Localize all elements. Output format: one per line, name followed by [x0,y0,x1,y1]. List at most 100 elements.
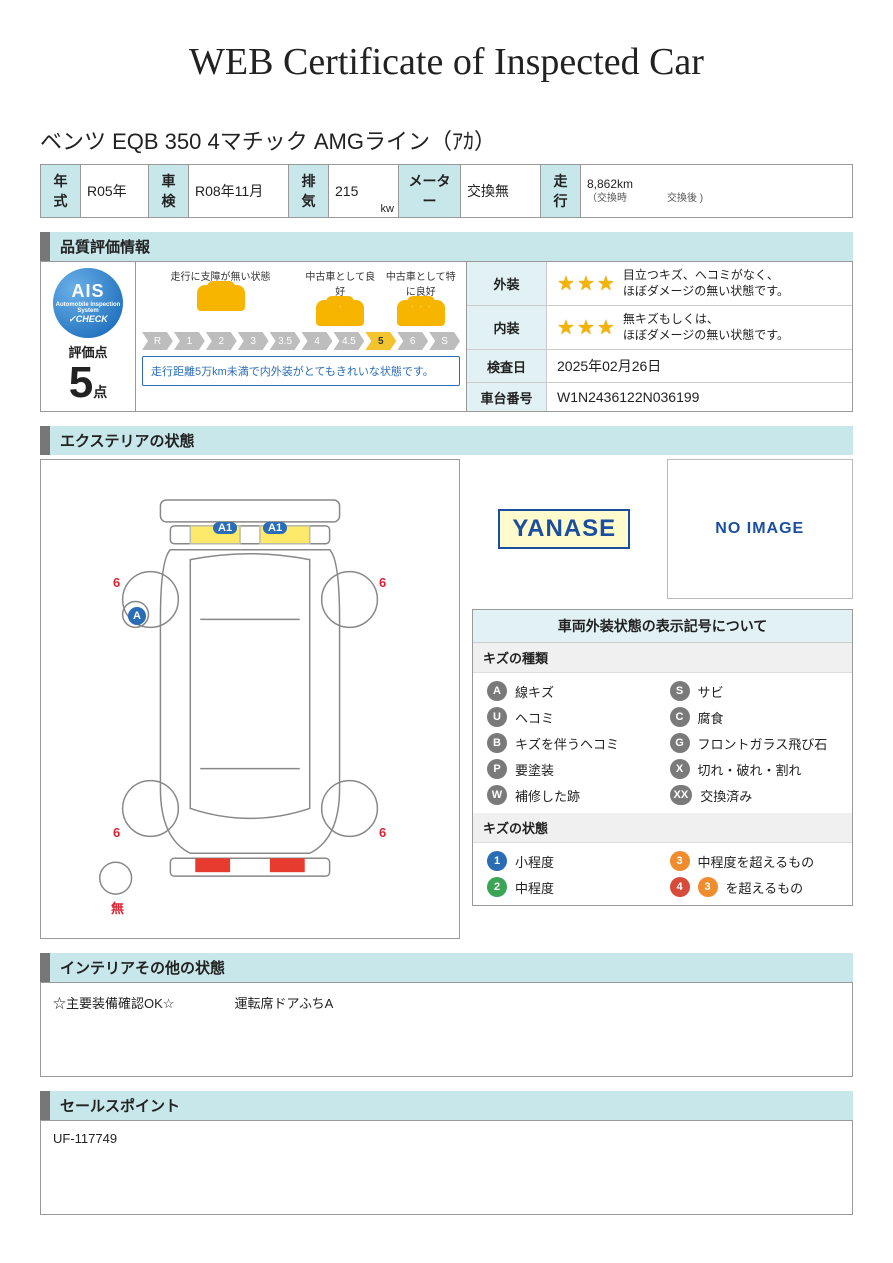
rating-exterior-label: 外装 [467,262,547,305]
mileage-sub-right: 交換後 ) [667,192,703,205]
spec-row: 年式 R05年 車検 R08年11月 排気 215 kw メーター 交換無 走行… [40,164,853,218]
section-interior: インテリアその他の状態 [40,953,853,982]
spec-mileage: 8,862km （交換時 交換後 ) [581,165,852,217]
grade-column: 走行に支障が無い状態 中古車として良好 ✦ 中古車として特に良好 ✦✦✦ R12… [136,262,467,411]
grade-cat2-label: 中古車として良好 [301,268,380,298]
exterior-desc: 目立つキズ、ヘコミがなく、ほぼダメージの無い状態です。 [623,268,789,299]
spec-shaken-value: R08年11月 [189,165,289,217]
section-exterior: エクステリアの状態 [40,426,853,455]
mileage-sub-left: （交換時 [587,192,627,205]
exterior-stars: ★★★ [557,271,615,296]
rating-vin-value: W1N2436122N036199 [547,383,852,411]
no-image-box: NO IMAGE [667,459,854,599]
sales-box: UF-117749 [40,1120,853,1215]
ais-brand-sub: Automobile Inspection System [53,302,123,314]
spec-year-label: 年式 [41,165,81,217]
legend-state-2: 2中程度 [487,877,656,897]
legend-state-1: 1小程度 [487,851,656,871]
page-title: WEB Certificate of Inspected Car [40,40,853,84]
grade-step-4.5: 4.5 [333,332,364,350]
ais-brand: AIS [71,281,104,302]
car-icon: ✦ [316,300,364,326]
legend-kind-XX: XX交換済み [670,785,839,805]
spec-haiki-value: 215 kw [329,165,399,217]
legend-kind-X: X切れ・破れ・割れ [670,759,839,779]
interior-desc: 無キズもしくは、ほぼダメージの無い状態です。 [623,312,789,343]
grade-step-2: 2 [206,332,237,350]
legend-title: 車両外装状態の表示記号について [473,610,852,643]
interior-note-left: ☆主要装備確認OK☆ [53,993,174,1012]
ais-badge: AIS Automobile Inspection System ✓CHECK [53,268,123,338]
grade-step-1: 1 [174,332,205,350]
mileage-value: 8,862km [587,177,703,193]
rating-exterior-value: ★★★ 目立つキズ、ヘコミがなく、ほぼダメージの無い状態です。 [547,262,852,305]
diagram-badge-a1-right: A1 [263,522,287,534]
rating-interior-value: ★★★ 無キズもしくは、ほぼダメージの無い状態です。 [547,306,852,349]
diagram-rear-text: 無 [111,898,124,917]
rating-column: 外装 ★★★ 目立つキズ、ヘコミがなく、ほぼダメージの無い状態です。 内装 ★★… [467,262,852,411]
spec-soko-label: 走行 [541,165,581,217]
ais-score: 5点 [43,361,133,405]
legend-kind-title: キズの種類 [473,643,852,673]
grade-steps: R1233.544.556S [142,332,460,350]
interior-box: ☆主要装備確認OK☆ 運転席ドアふちA [40,982,853,1077]
section-quality: 品質評価情報 [40,232,853,261]
ais-score-num: 5 [69,358,93,407]
yanase-logo: YANASE [498,509,630,549]
grade-step-5: 5 [365,332,396,350]
legend-kind-A: A線キズ [487,681,656,701]
tire-mark-rl: 6 [113,825,120,840]
grade-cat-1: 走行に支障が無い状態 [142,268,299,326]
grade-step-R: R [142,332,173,350]
ais-column: AIS Automobile Inspection System ✓CHECK … [41,262,136,411]
rating-vin-label: 車台番号 [467,383,547,411]
legend-kind-B: Bキズを伴うヘコミ [487,733,656,753]
section-sales: セールスポイント [40,1091,853,1120]
rating-date-label: 検査日 [467,350,547,382]
grade-note: 走行距離5万km未満で内外装がとてもきれいな状態です。 [142,356,460,386]
grade-step-6: 6 [397,332,428,350]
interior-note-right: 運転席ドアふちA [234,993,333,1012]
spec-year-value: R05年 [81,165,149,217]
legend-state-3: 3中程度を超えるもの [670,851,839,871]
car-icon: ✦✦✦ [397,300,445,326]
ais-score-unit: 点 [93,384,107,400]
grade-cat3-label: 中古車として特に良好 [382,268,461,298]
legend-kind-W: W補修した跡 [487,785,656,805]
rating-interior-label: 内装 [467,306,547,349]
haiki-number: 215 [335,183,358,199]
grade-step-3: 3 [238,332,269,350]
car-icon [197,285,245,311]
legend-kind-S: Sサビ [670,681,839,701]
spec-shaken-label: 車検 [149,165,189,217]
grade-step-S: S [429,332,460,350]
legend-state-4+3: 43を超えるもの [670,877,839,897]
tire-mark-fr: 6 [379,575,386,590]
spec-haiki-label: 排気 [289,165,329,217]
legend-kinds-grid: A線キズ Sサビ Uヘコミ C腐食 Bキズを伴うヘコミ Gフロントガラス飛び石 P要塗装 X切… [473,673,852,813]
quality-box: AIS Automobile Inspection System ✓CHECK … [40,261,853,412]
car-name: ベンツ EQB 350 4マチック AMGライン（ｱｶ） [40,124,853,156]
legend-kind-G: Gフロントガラス飛び石 [670,733,839,753]
legend-kind-U: Uヘコミ [487,707,656,727]
legend-kind-C: C腐食 [670,707,839,727]
grade-cat-3: 中古車として特に良好 ✦✦✦ [382,268,461,326]
legend-state-title: キズの状態 [473,813,852,843]
grade-step-3.5: 3.5 [270,332,301,350]
rating-date-value: 2025年02月26日 [547,350,852,382]
tire-mark-fl: 6 [113,575,120,590]
spec-meter-value: 交換無 [461,165,541,217]
haiki-unit: kw [381,203,394,215]
interior-stars: ★★★ [557,315,615,340]
yanase-logo-box: YANASE [472,459,657,599]
grade-cat-2: 中古車として良好 ✦ [301,268,380,326]
legend-box: 車両外装状態の表示記号について キズの種類 A線キズ Sサビ Uヘコミ C腐食 Bキズを… [472,609,853,906]
ais-check: ✓CHECK [68,314,108,325]
tire-mark-rr: 6 [379,825,386,840]
sales-point: UF-117749 [53,1131,117,1146]
car-diagram: A1 A1 A 6 6 6 6 無 [40,459,460,939]
spec-meter-label: メーター [399,165,461,217]
diagram-badge-a1-left: A1 [213,522,237,534]
legend-kind-P: P要塗装 [487,759,656,779]
legend-states-grid: 1小程度 3中程度を超えるもの 2中程度 43を超えるもの [473,843,852,905]
